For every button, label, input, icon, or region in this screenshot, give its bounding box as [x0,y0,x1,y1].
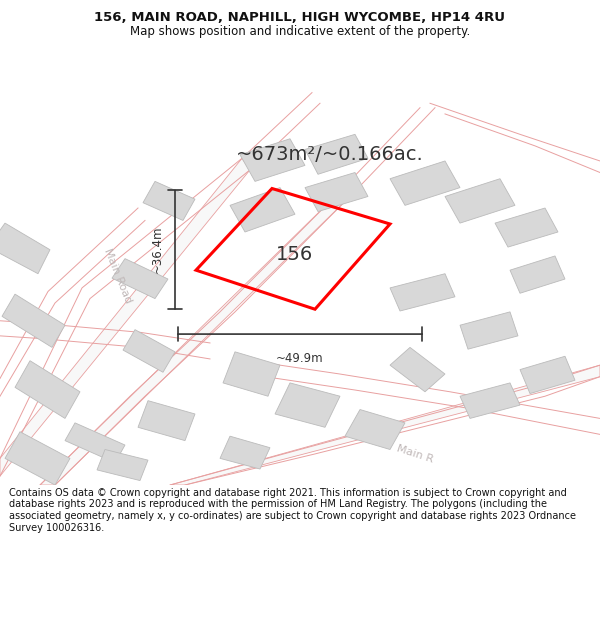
Text: ~49.9m: ~49.9m [276,352,324,365]
Polygon shape [143,181,195,221]
Text: Contains OS data © Crown copyright and database right 2021. This information is : Contains OS data © Crown copyright and d… [9,488,576,532]
Polygon shape [0,158,250,476]
Polygon shape [123,329,175,372]
Polygon shape [5,432,70,485]
Polygon shape [40,196,350,485]
Text: ~673m²/~0.166ac.: ~673m²/~0.166ac. [236,145,424,164]
Polygon shape [97,449,148,481]
Polygon shape [345,409,405,449]
Polygon shape [0,223,50,274]
Polygon shape [520,356,575,394]
Polygon shape [170,365,600,485]
Polygon shape [495,208,558,247]
Text: Main R: Main R [395,443,434,464]
Polygon shape [460,383,520,418]
Polygon shape [305,134,368,174]
Text: Main Road: Main Road [103,248,134,305]
Polygon shape [390,161,460,206]
Polygon shape [2,294,65,348]
Polygon shape [220,436,270,469]
Polygon shape [240,139,305,181]
Polygon shape [112,259,168,299]
Text: 156: 156 [277,244,314,264]
Polygon shape [275,383,340,428]
Polygon shape [305,173,368,212]
Text: 156, MAIN ROAD, NAPHILL, HIGH WYCOMBE, HP14 4RU: 156, MAIN ROAD, NAPHILL, HIGH WYCOMBE, H… [95,11,505,24]
Text: ~36.4m: ~36.4m [151,226,163,274]
Polygon shape [15,361,80,418]
Polygon shape [510,256,565,293]
Polygon shape [138,401,195,441]
Polygon shape [223,352,280,396]
Polygon shape [390,274,455,311]
Text: Map shows position and indicative extent of the property.: Map shows position and indicative extent… [130,24,470,38]
Polygon shape [445,179,515,223]
Polygon shape [390,348,445,392]
Polygon shape [230,188,295,232]
Polygon shape [460,312,518,349]
Polygon shape [65,423,125,462]
